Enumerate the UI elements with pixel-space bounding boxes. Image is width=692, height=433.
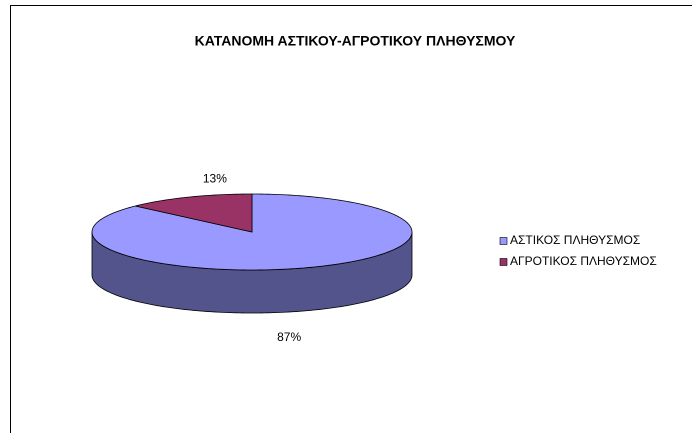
- legend-label: ΑΓΡΟΤΙΚΟΣ ΠΛΗΘΥΣΜΟΣ: [510, 254, 657, 268]
- pie-slice: [135, 193, 253, 233]
- data-label: 13%: [203, 171, 227, 185]
- legend-label: ΑΣΤΙΚΟΣ ΠΛΗΘΥΣΜΟΣ: [510, 233, 640, 247]
- legend-swatch: [499, 258, 508, 266]
- legend-swatch: [499, 237, 508, 245]
- data-label: 87%: [277, 330, 301, 344]
- chart-title: ΚΑΤΑΝΟΜΗ ΑΣΤΙΚΟΥ-ΑΓΡΟΤΙΚΟΥ ΠΛΗΘΥΣΜΟΥ: [195, 33, 516, 49]
